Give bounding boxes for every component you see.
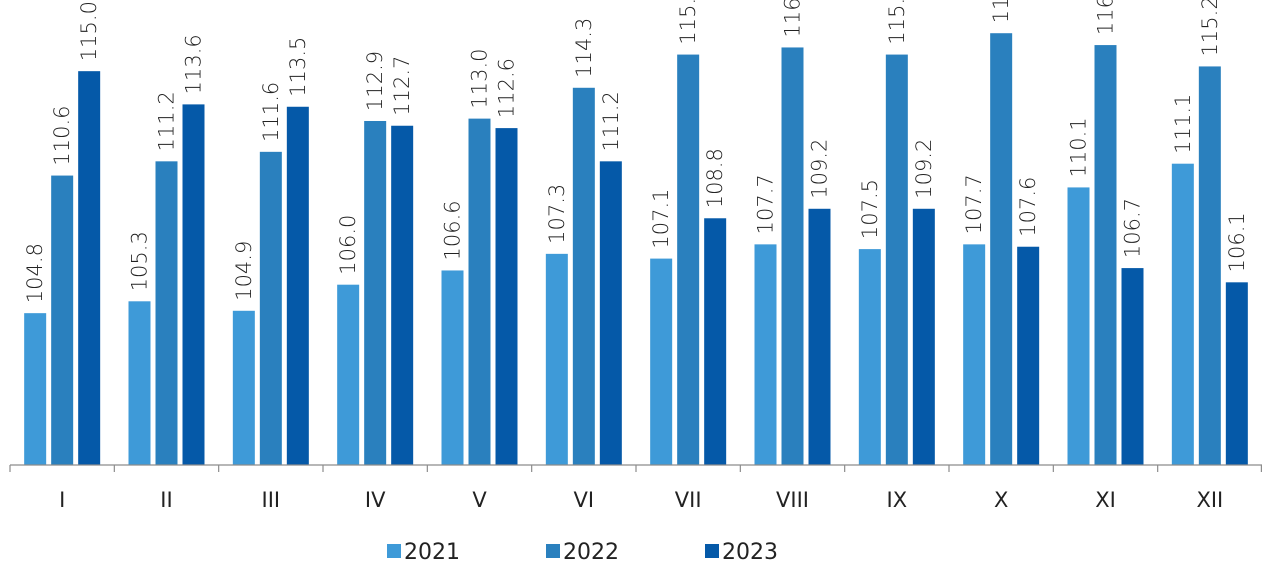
data-label-2022-III: 111.6 <box>259 82 283 142</box>
data-label-2021-IX: 107.5 <box>858 179 882 239</box>
x-tick-label-IX: IX <box>887 488 908 512</box>
data-label-2022-V: 113.0 <box>468 48 492 108</box>
x-axis: I II III IV V VI VII VIII IX X XI XII <box>9 464 1262 512</box>
data-label-2022-IV: 112.9 <box>363 51 387 111</box>
bar-2021-VIII <box>754 244 777 465</box>
data-label-2022-I: 110.6 <box>50 105 74 165</box>
bar-2021-VII <box>650 258 673 465</box>
bar-2023-III <box>286 106 309 465</box>
data-label-2023-II: 113.6 <box>182 34 206 94</box>
legend-swatch-2022 <box>546 544 560 558</box>
data-label-2022-X: 116.6 <box>989 0 1013 23</box>
legend-swatch-2021 <box>387 544 401 558</box>
data-label-2022-IX: 115.7 <box>885 0 909 45</box>
x-tick-label-III: III <box>262 488 281 512</box>
data-label-2022-VI: 114.3 <box>572 18 596 78</box>
data-label-2022-II: 111.2 <box>155 91 179 151</box>
bar-2023-VII <box>704 218 727 465</box>
bar-2021-V <box>441 270 464 465</box>
data-label-2023-XII: 106.1 <box>1225 212 1249 272</box>
bar-2022-IV <box>364 120 387 466</box>
data-label-2021-II: 105.3 <box>128 231 152 291</box>
data-label-2022-XII: 115.2 <box>1198 0 1222 56</box>
bar-2021-XII <box>1171 163 1194 465</box>
bar-2022-III <box>259 151 282 465</box>
x-tick-label-VII: VII <box>675 488 702 512</box>
bar-2021-II <box>128 301 151 465</box>
data-label-2023-V: 112.6 <box>495 58 519 118</box>
data-label-2022-XI: 116.1 <box>1094 0 1118 35</box>
data-label-2021-VIII: 107.7 <box>754 174 778 234</box>
bar-2021-XI <box>1067 187 1090 466</box>
bar-2023-VIII <box>808 208 831 465</box>
bar-2023-I <box>78 71 101 466</box>
bar-2022-VIII <box>781 47 804 465</box>
x-tick-label-I: I <box>59 488 65 512</box>
x-tick-label-IV: IV <box>365 488 386 512</box>
data-label-2021-VI: 107.3 <box>545 184 569 244</box>
data-label-2023-VI: 111.2 <box>599 91 623 151</box>
data-label-2023-X: 107.6 <box>1016 177 1040 237</box>
data-label-2021-I: 104.8 <box>23 243 47 303</box>
data-label-2023-IV: 112.7 <box>390 56 414 116</box>
data-label-2023-IX: 109.2 <box>912 139 936 199</box>
x-tick-label-XI: XI <box>1095 488 1116 512</box>
data-label-2021-IV: 106.0 <box>336 215 360 275</box>
bar-2021-VI <box>545 253 568 465</box>
bar-2022-VI <box>572 87 595 465</box>
data-label-2021-VII: 107.1 <box>649 188 673 248</box>
bar-2022-II <box>155 161 178 465</box>
bar-2021-IX <box>858 249 881 465</box>
data-label-2023-I: 115.0 <box>77 1 101 61</box>
bar-2021-III <box>232 310 255 465</box>
bar-2022-XII <box>1198 66 1221 466</box>
bar-2023-XI <box>1121 268 1144 465</box>
data-label-2023-VIII: 109.2 <box>808 139 832 199</box>
bar-2023-X <box>1017 246 1040 465</box>
x-tick-label-X: X <box>994 488 1008 512</box>
bar-2022-IX <box>885 54 908 465</box>
bar-2022-VII <box>677 54 700 465</box>
x-tick-label-V: V <box>472 488 487 512</box>
data-label-2021-V: 106.6 <box>441 200 465 260</box>
data-label-2021-X: 107.7 <box>962 174 986 234</box>
data-label-2023-III: 113.5 <box>286 37 310 97</box>
legend-swatch-2023 <box>705 544 719 558</box>
legend-label-2023: 2023 <box>722 540 778 561</box>
data-label-2022-VIII: 116.0 <box>781 0 805 37</box>
bar-2021-I <box>24 313 47 465</box>
value-labels-layer: 104.8110.6115.0105.3111.2113.6104.9111.6… <box>23 0 1249 303</box>
bar-2023-II <box>182 104 205 465</box>
data-label-2023-XI: 106.7 <box>1121 198 1145 258</box>
data-label-2022-VII: 115.7 <box>676 0 700 45</box>
bar-2022-X <box>990 33 1013 466</box>
data-label-2023-VII: 108.8 <box>703 148 727 208</box>
data-label-2021-XII: 111.1 <box>1171 94 1195 154</box>
bar-2022-I <box>51 175 74 465</box>
bar-2023-IX <box>912 208 935 465</box>
bar-2021-IV <box>337 284 360 465</box>
bar-2023-VI <box>599 161 622 465</box>
legend-label-2022: 2022 <box>563 540 619 561</box>
bar-2022-XI <box>1094 45 1117 465</box>
x-tick-label-II: II <box>160 488 172 512</box>
bars-layer <box>24 33 1248 466</box>
data-label-2021-XI: 110.1 <box>1067 117 1091 177</box>
legend: 2021 2022 2023 <box>387 540 778 565</box>
data-label-2021-III: 104.9 <box>232 241 256 301</box>
legend-label-2021: 2021 <box>404 540 460 561</box>
bar-2022-V <box>468 118 491 466</box>
x-tick-label-VIII: VIII <box>776 488 809 512</box>
bar-2023-IV <box>391 125 414 466</box>
x-tick-label-XII: XII <box>1196 488 1223 512</box>
bar-2021-X <box>963 244 986 465</box>
x-tick-label-VI: VI <box>574 488 595 512</box>
bar-2023-V <box>495 128 518 466</box>
bar-2023-XII <box>1225 282 1248 465</box>
